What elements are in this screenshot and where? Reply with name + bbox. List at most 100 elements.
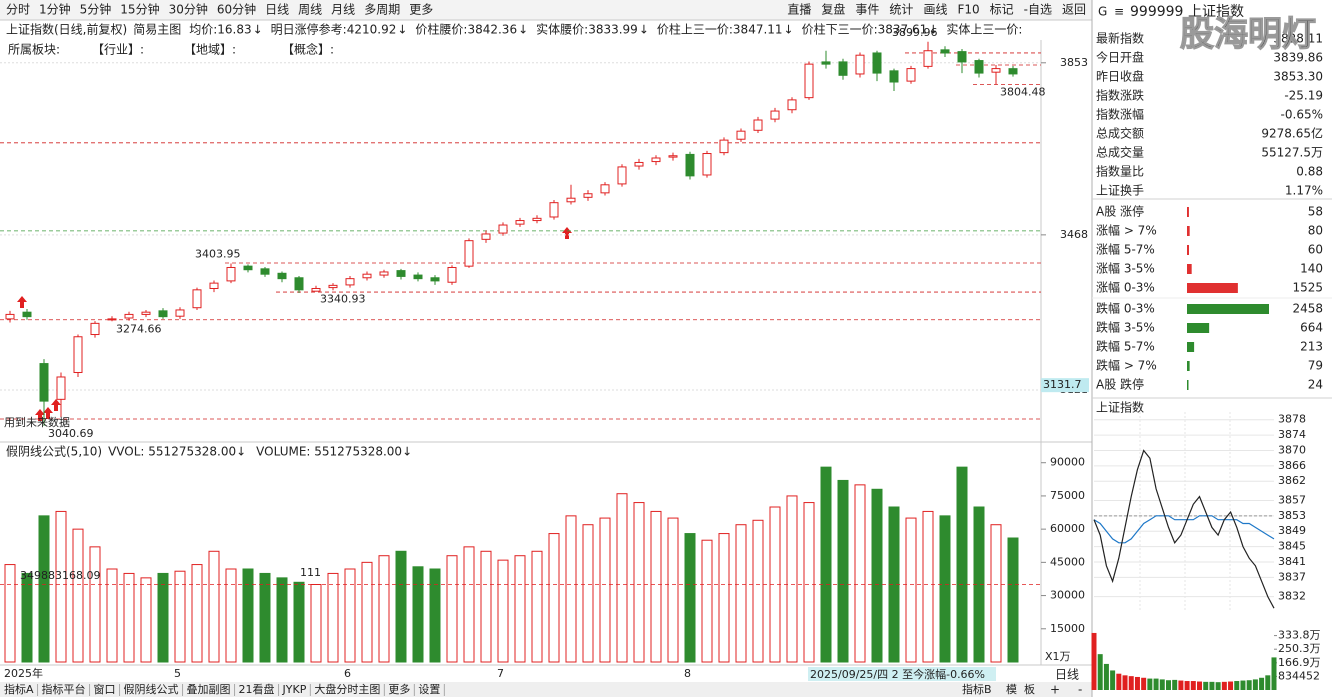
bottom-tab[interactable]: 板: [1024, 682, 1035, 696]
period-tab[interactable]: 15分钟: [120, 2, 159, 17]
volume-bar: [463, 546, 475, 663]
mini-vol-bar: [1259, 677, 1265, 690]
volume-title: 假阴线公式(5,10): [6, 445, 102, 459]
period-tab[interactable]: 30分钟: [169, 2, 208, 17]
volume-unit: X1万: [1045, 650, 1071, 663]
zoom-button[interactable]: -: [1078, 683, 1082, 697]
volume-tick-label: 75000: [1050, 489, 1085, 502]
toolbar-button[interactable]: 复盘: [821, 2, 845, 17]
volume-bar: [157, 572, 169, 663]
breadth-value: 60: [1308, 243, 1323, 257]
sector-label: 【行业】:: [92, 43, 144, 57]
toolbar-button[interactable]: 标记: [990, 3, 1014, 17]
volume-bar: [55, 510, 67, 663]
breadth-label: 涨幅 > 7%: [1096, 223, 1157, 238]
mini-vol-bar: [1271, 657, 1277, 690]
mini-tick-label: 3870: [1278, 443, 1306, 456]
volume-bar: [616, 493, 628, 663]
price-annotation: 3403.95: [195, 247, 241, 260]
breadth-bar: [1187, 361, 1190, 371]
volume-bar: [514, 555, 526, 663]
volume-text: 111: [300, 566, 321, 579]
breadth-value: 1525: [1292, 281, 1323, 295]
bottom-tab[interactable]: 指标A: [4, 682, 34, 696]
toolbar-button[interactable]: F10: [957, 3, 979, 17]
mini-vol-bar: [1178, 680, 1184, 690]
toolbar-button[interactable]: 直播: [787, 3, 811, 17]
chart-mode: 简易主图: [133, 23, 181, 37]
breadth-value: 58: [1308, 205, 1323, 219]
volume-bar: [276, 577, 288, 663]
toolbar-button[interactable]: 返回: [1062, 3, 1086, 17]
toolbar-button[interactable]: 统计: [889, 3, 913, 17]
indicator-arrow: ↓: [928, 23, 938, 37]
period-tab[interactable]: 多周期: [364, 3, 400, 17]
mini-tick-label: 3841: [1278, 555, 1306, 568]
breadth-bar: [1187, 245, 1190, 255]
candle-body: [940, 49, 950, 54]
y-tick-label: 3853: [1060, 56, 1088, 69]
bottom-tab[interactable]: 更多: [388, 682, 410, 696]
signal-arrow: [43, 407, 53, 419]
mini-vol-bar: [1190, 681, 1196, 690]
volume-bar: [718, 533, 730, 663]
mini-vol-bar: [1097, 654, 1103, 690]
bottom-tab[interactable]: 模: [1006, 683, 1017, 696]
period-tab[interactable]: 月线: [331, 3, 355, 17]
mini-vol-label: 333.8万: [1278, 629, 1321, 642]
bottom-tab[interactable]: 窗口: [94, 682, 116, 696]
bottom-tab[interactable]: 叠加副图: [187, 683, 231, 696]
volume-bar: [446, 555, 458, 663]
candle-body: [923, 50, 933, 67]
period-tab[interactable]: 周线: [298, 3, 322, 17]
bottom-tab[interactable]: 设置: [418, 683, 440, 696]
toolbar-button[interactable]: 事件: [855, 3, 879, 17]
candle-body: [685, 153, 695, 177]
bottom-tab[interactable]: JYKP: [282, 683, 307, 696]
period-tab[interactable]: 5分钟: [80, 2, 112, 17]
toolbar-button[interactable]: 画线: [923, 3, 947, 17]
volume-bar: [735, 524, 747, 663]
mini-line: [1093, 449, 1275, 609]
zoom-button[interactable]: +: [1050, 683, 1060, 697]
vvol-label: VVOL: 551275328.00: [108, 445, 236, 459]
volume-bar: [123, 572, 135, 663]
bottom-tab[interactable]: 大盘分时主图: [314, 682, 380, 696]
period-tab[interactable]: 60分钟: [217, 2, 256, 17]
price-annotation: 3899.96: [892, 26, 938, 39]
quote-value: 3853.30: [1273, 70, 1323, 84]
mini-vol-bar: [1128, 676, 1134, 690]
mini-tick-label: 3837: [1278, 570, 1306, 583]
candle-body: [73, 336, 83, 374]
period-tab[interactable]: 分时: [6, 3, 30, 17]
breadth-label: A股 涨停: [1096, 204, 1144, 219]
cursor-price-bg: [1041, 378, 1089, 393]
candle-body: [22, 311, 32, 318]
indicator-value: 4210.92: [347, 23, 397, 37]
tooltip-bg: [808, 667, 996, 681]
mini-tick-label: 3874: [1278, 428, 1306, 441]
mini-vol-label: 250.3万: [1278, 642, 1321, 655]
breadth-label: A股 跌停: [1096, 377, 1144, 392]
period-tab[interactable]: 1分钟: [39, 2, 71, 17]
toolbar-button[interactable]: -自选: [1024, 3, 1052, 17]
bottom-tab[interactable]: 指标B: [962, 682, 992, 696]
volume-bar: [990, 524, 1002, 663]
period-tab[interactable]: 更多: [409, 3, 433, 17]
price-annotation: 3340.93: [320, 293, 366, 306]
volume-bar: [582, 524, 594, 663]
bottom-tab[interactable]: 21看盘: [239, 682, 275, 696]
volume-bar: [106, 568, 118, 663]
y-tick-label: 3468: [1060, 228, 1088, 241]
candle-body: [464, 240, 474, 267]
quote-value: 55127.5万: [1261, 146, 1323, 160]
quote-label: 总成交量: [1096, 145, 1144, 160]
mini-vol-bar: [1091, 632, 1097, 690]
period-tab[interactable]: 日线: [265, 3, 289, 17]
volume-bar: [565, 515, 577, 663]
mini-vol-bar: [1172, 679, 1178, 690]
bottom-tab[interactable]: 指标平台: [42, 682, 86, 696]
candle-body: [175, 309, 185, 317]
bottom-tab[interactable]: 假阴线公式: [124, 682, 179, 696]
